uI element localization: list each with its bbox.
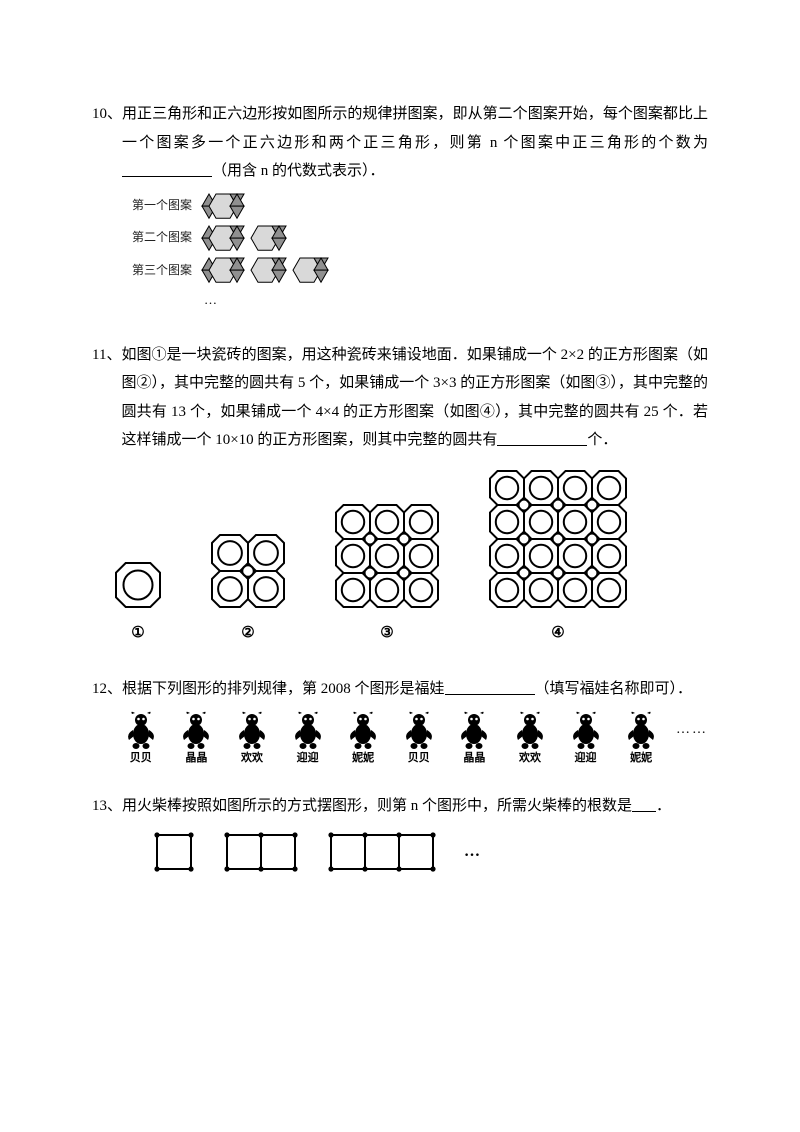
q12-fuwa-7: 晶晶 bbox=[454, 710, 496, 764]
q10-blank bbox=[122, 161, 212, 177]
q13-stem: 用火柴棒按照如图所示的方式摆图形，则第 n 个图形中，所需火柴棒的根数是 ． bbox=[122, 792, 708, 821]
q13-text-b: ． bbox=[656, 798, 671, 814]
fuwa-icon bbox=[457, 710, 491, 750]
q11-svg-1 bbox=[110, 557, 166, 613]
q11-caption-1: ① bbox=[131, 619, 144, 648]
q10-ellipsis: … bbox=[132, 288, 292, 313]
fuwa-name: 贝贝 bbox=[130, 752, 152, 764]
q13-figure: … bbox=[152, 830, 708, 874]
q12-blank bbox=[445, 679, 535, 695]
q12-fuwa-8: 欢欢 bbox=[509, 710, 551, 764]
q11-tile-4: ④ bbox=[484, 465, 632, 648]
q10-svg-3 bbox=[200, 256, 349, 284]
fuwa-icon bbox=[179, 710, 213, 750]
q12-stem: 根据下列图形的排列规律，第 2008 个图形是福娃 （填写福娃名称即可）． bbox=[122, 675, 708, 704]
fuwa-icon bbox=[124, 710, 158, 750]
fuwa-name: 迎迎 bbox=[575, 752, 597, 764]
fuwa-name: 晶晶 bbox=[185, 752, 207, 764]
fuwa-name: 迎迎 bbox=[297, 752, 319, 764]
fuwa-icon bbox=[569, 710, 603, 750]
q11-stem: 如图①是一块瓷砖的图案，用这种瓷砖来铺设地面．如果铺成一个 2×2 的正方形图案… bbox=[121, 341, 708, 455]
q12-fuwa-9: 迎迎 bbox=[565, 710, 607, 764]
fuwa-icon bbox=[346, 710, 380, 750]
q10-label-2: 第二个图案 bbox=[132, 226, 192, 249]
q11-caption-4: ④ bbox=[551, 619, 564, 648]
q10-text-a: 用正三角形和正六边形按如图所示的规律拼图案，即从第二个图案开始，每个图案都比上一… bbox=[122, 106, 708, 151]
q13-number: 13、 bbox=[92, 792, 122, 821]
q11-text-a: 如图①是一块瓷砖的图案，用这种瓷砖来铺设地面．如果铺成一个 2×2 的正方形图案… bbox=[121, 347, 708, 449]
q10-svg-1 bbox=[200, 192, 265, 220]
fuwa-icon bbox=[291, 710, 325, 750]
question-13: 13、 用火柴棒按照如图所示的方式摆图形，则第 n 个图形中，所需火柴棒的根数是… bbox=[92, 792, 708, 875]
q13-pattern-1 bbox=[152, 830, 196, 874]
q12-fuwa-3: 欢欢 bbox=[231, 710, 273, 764]
q12-ellipsis: …… bbox=[676, 717, 708, 758]
fuwa-icon bbox=[235, 710, 269, 750]
fuwa-name: 欢欢 bbox=[241, 752, 263, 764]
q10-stem: 用正三角形和正六边形按如图所示的规律拼图案，即从第二个图案开始，每个图案都比上一… bbox=[122, 100, 708, 186]
question-10: 10、 用正三角形和正六边形按如图所示的规律拼图案，即从第二个图案开始，每个图案… bbox=[92, 100, 708, 313]
q10-figure: 第一个图案第二个图案第三个图案 … bbox=[132, 192, 708, 313]
q12-fuwa-10: 妮妮 bbox=[620, 710, 662, 764]
q13-text-a: 用火柴棒按照如图所示的方式摆图形，则第 n 个图形中，所需火柴棒的根数是 bbox=[122, 798, 632, 814]
q13-blank bbox=[632, 811, 656, 812]
q11-svg-4 bbox=[484, 465, 632, 613]
question-11: 11、 如图①是一块瓷砖的图案，用这种瓷砖来铺设地面．如果铺成一个 2×2 的正… bbox=[92, 341, 708, 648]
fuwa-name: 妮妮 bbox=[352, 752, 374, 764]
q11-svg-3 bbox=[330, 499, 444, 613]
fuwa-name: 妮妮 bbox=[630, 752, 652, 764]
q12-fuwa-5: 妮妮 bbox=[342, 710, 384, 764]
q10-label-3: 第三个图案 bbox=[132, 259, 192, 282]
q11-caption-3: ③ bbox=[380, 619, 393, 648]
q12-fuwa-4: 迎迎 bbox=[287, 710, 329, 764]
q11-tile-1: ① bbox=[110, 557, 166, 648]
q13-pattern-2 bbox=[222, 830, 300, 874]
fuwa-icon bbox=[402, 710, 436, 750]
fuwa-name: 贝贝 bbox=[408, 752, 430, 764]
q11-figure: ① ② ③ ④ bbox=[110, 465, 708, 648]
q11-number: 11、 bbox=[92, 341, 121, 455]
page: 10、 用正三角形和正六边形按如图所示的规律拼图案，即从第二个图案开始，每个图案… bbox=[0, 0, 800, 1132]
q12-text-b: （填写福娃名称即可）． bbox=[535, 681, 693, 697]
q12-fuwa-2: 晶晶 bbox=[176, 710, 218, 764]
q12-text-a: 根据下列图形的排列规律，第 2008 个图形是福娃 bbox=[122, 681, 445, 697]
q12-fuwa-6: 贝贝 bbox=[398, 710, 440, 764]
q12-figure: 贝贝 晶晶 欢欢 bbox=[120, 710, 708, 764]
q10-pattern-2: 第二个图案 bbox=[132, 224, 708, 252]
fuwa-name: 欢欢 bbox=[519, 752, 541, 764]
q13-pattern-3 bbox=[326, 830, 438, 874]
q11-tile-3: ③ bbox=[330, 499, 444, 648]
q11-blank bbox=[497, 430, 587, 446]
fuwa-name: 晶晶 bbox=[463, 752, 485, 764]
q11-svg-2 bbox=[206, 529, 290, 613]
q13-ellipsis: … bbox=[464, 837, 484, 867]
q11-text-b: 个． bbox=[587, 432, 617, 448]
q10-label-1: 第一个图案 bbox=[132, 194, 192, 217]
q10-svg-2 bbox=[200, 224, 307, 252]
q12-fuwa-1: 贝贝 bbox=[120, 710, 162, 764]
fuwa-icon bbox=[513, 710, 547, 750]
q12-number: 12、 bbox=[92, 675, 122, 704]
fuwa-icon bbox=[624, 710, 658, 750]
question-12: 12、 根据下列图形的排列规律，第 2008 个图形是福娃 （填写福娃名称即可）．… bbox=[92, 675, 708, 764]
q10-pattern-1: 第一个图案 bbox=[132, 192, 708, 220]
q10-number: 10、 bbox=[92, 100, 122, 186]
q10-text-b: （用含 n 的代数式表示）． bbox=[212, 163, 385, 179]
q11-tile-2: ② bbox=[206, 529, 290, 648]
q11-caption-2: ② bbox=[241, 619, 254, 648]
q10-pattern-3: 第三个图案 bbox=[132, 256, 708, 284]
